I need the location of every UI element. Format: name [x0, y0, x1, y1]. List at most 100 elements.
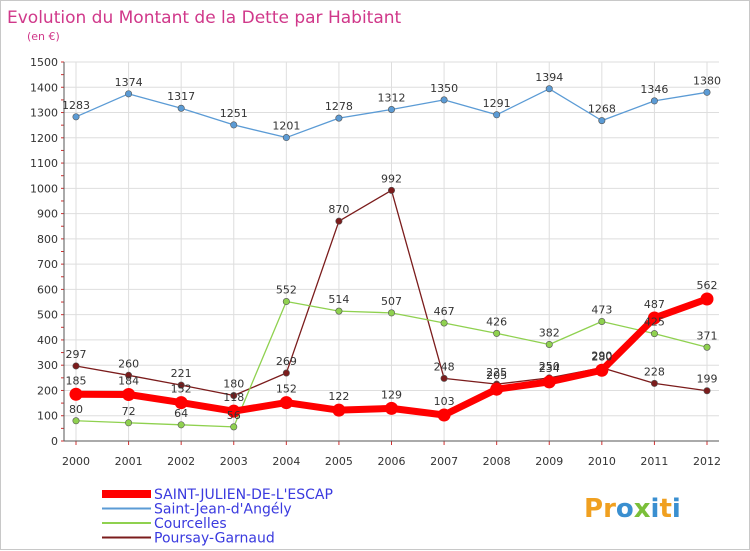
series-2-data-label: 552	[276, 284, 297, 297]
series-3-point	[125, 371, 133, 379]
series-1-point	[125, 90, 133, 98]
series-0-data-label: 205	[486, 369, 507, 382]
series-1-data-label: 1346	[640, 83, 668, 96]
series-0-point	[595, 363, 609, 377]
series-1-data-label: 1201	[272, 120, 300, 133]
series-1-point	[230, 121, 238, 129]
series-0-data-label: 122	[328, 390, 349, 403]
series-3-point	[72, 362, 80, 370]
series-2-data-label: 473	[591, 303, 612, 316]
series-1-point	[650, 97, 658, 105]
x-tick-label: 2004	[272, 455, 300, 468]
series-1-point	[282, 134, 290, 142]
x-tick-label: 2008	[483, 455, 511, 468]
series-3-data-label: 297	[66, 348, 87, 361]
legend: SAINT-JULIEN-DE-L'ESCAPSaint-Jean-d'Angé…	[102, 487, 333, 547]
series-2-point	[335, 307, 343, 315]
chart-title: Evolution du Montant de la Dette par Hab…	[7, 8, 402, 28]
data-labels: 1283 1374 1317 1251 1201 1278 1312 1350 1291 1394…	[62, 71, 721, 422]
x-tick-label: 2001	[115, 455, 143, 468]
series-0-point	[174, 396, 188, 410]
series-2-data-label: 507	[381, 295, 402, 308]
series-3-data-label: 290	[591, 350, 612, 363]
series-3-data-label: 870	[328, 203, 349, 216]
series-2-point	[703, 343, 711, 351]
y-tick-label: 100	[37, 410, 58, 423]
y-tick-label: 300	[37, 359, 58, 372]
y-tick-label: 900	[37, 208, 58, 221]
series-3-point	[387, 186, 395, 194]
series-3-data-label: 260	[118, 357, 139, 370]
series-2-point	[650, 330, 658, 338]
series-0-point	[279, 396, 293, 410]
series-0-point	[647, 311, 661, 325]
series-layer	[69, 85, 714, 431]
series-3-point	[335, 217, 343, 225]
series-0-data-label: 129	[381, 388, 402, 401]
legend-label-1: Saint-Jean-d'Angély	[154, 502, 292, 518]
series-2-point	[545, 340, 553, 348]
series-1-point	[703, 88, 711, 96]
series-1-data-label: 1394	[535, 71, 563, 84]
legend-label-3: Poursay-Garnaud	[154, 531, 275, 547]
series-1-point	[387, 106, 395, 114]
legend-label-2: Courcelles	[154, 516, 227, 532]
y-tick-label: 600	[37, 283, 58, 296]
series-3-data-label: 992	[381, 172, 402, 185]
series-2-point	[598, 317, 606, 325]
series-2-data-label: 56	[227, 409, 241, 422]
series-2-point	[387, 309, 395, 317]
series-2-data-label: 426	[486, 315, 507, 328]
series-0-point	[385, 401, 398, 415]
y-tick-label: 200	[37, 384, 58, 397]
series-1-data-label: 1291	[483, 97, 511, 110]
series-2-point	[177, 421, 185, 429]
series-1-point	[598, 117, 606, 125]
legend-label-0: SAINT-JULIEN-DE-L'ESCAP	[154, 487, 333, 503]
series-0-data-label: 152	[171, 383, 192, 396]
series-3-point	[703, 387, 711, 395]
series-1-point	[177, 104, 185, 112]
series-0-point	[437, 408, 451, 422]
y-tick-label: 1500	[30, 56, 58, 69]
x-tick-label: 2011	[640, 455, 668, 468]
x-tick-label: 2005	[325, 455, 353, 468]
series-1-data-label: 1317	[167, 90, 195, 103]
series-3-data-label: 269	[276, 355, 297, 368]
x-tick-label: 2006	[378, 455, 406, 468]
series-3-data-label: 250	[539, 360, 560, 373]
series-2-point	[440, 319, 448, 327]
series-0-data-label: 562	[697, 279, 718, 292]
series-3-data-label: 248	[434, 360, 455, 373]
series-2-data-label: 514	[328, 293, 349, 306]
series-1-point	[493, 111, 501, 119]
series-0-data-label: 487	[644, 298, 665, 311]
series-1-data-label: 1380	[693, 74, 721, 87]
series-3-data-label: 225	[486, 366, 507, 379]
y-tick-label: 0	[51, 435, 58, 448]
x-tick-label: 2002	[167, 455, 195, 468]
series-1-data-label: 1312	[378, 92, 406, 105]
series-3-data-label: 221	[171, 367, 192, 380]
series-1-point	[335, 114, 343, 122]
series-0-point	[700, 292, 714, 306]
series-1-data-label: 1278	[325, 100, 353, 113]
y-tick-label: 800	[37, 233, 58, 246]
y-tick-label: 1200	[30, 132, 58, 145]
series-1-data-label: 1268	[588, 103, 616, 116]
series-1-point	[72, 113, 80, 121]
x-tick-label: 2003	[220, 455, 248, 468]
series-2-point	[72, 417, 80, 425]
series-0-point	[332, 403, 346, 417]
y-tick-label: 1000	[30, 182, 58, 195]
series-1-data-label: 1251	[220, 107, 248, 120]
series-0-data-label: 185	[66, 374, 87, 387]
series-2-point	[230, 423, 238, 431]
series-0-data-label: 118	[223, 391, 244, 404]
series-0-point	[122, 388, 136, 402]
proxiti-logo: Proxiti	[584, 494, 681, 524]
series-0-data-label: 152	[276, 383, 297, 396]
series-0-point	[227, 404, 241, 418]
series-2-point	[282, 298, 290, 306]
